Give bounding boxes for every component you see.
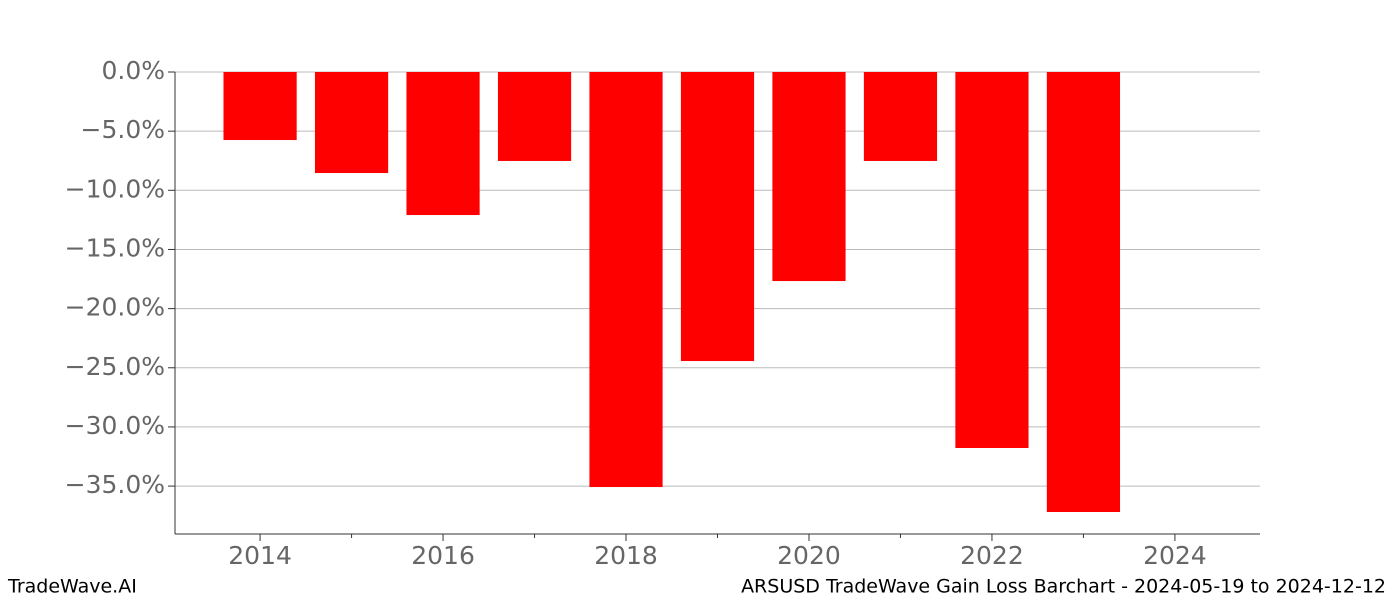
bar — [772, 72, 846, 282]
chart-title: ARSUSD TradeWave Gain Loss Barchart - 20… — [741, 576, 1386, 598]
x-tick-label: 2014 — [228, 541, 292, 570]
y-tick-label: −5.0% — [81, 115, 165, 144]
bar — [863, 72, 938, 161]
y-tick-label: 0.0% — [101, 56, 165, 85]
watermark: TradeWave.AI — [7, 576, 137, 598]
bar — [497, 72, 572, 161]
y-tick-label: −10.0% — [65, 174, 165, 203]
x-tick-label: 2016 — [411, 541, 475, 570]
bar — [406, 72, 480, 216]
y-tick-label: −25.0% — [65, 352, 165, 381]
x-tick-label: 2024 — [1143, 541, 1207, 570]
bar — [680, 72, 755, 362]
bar — [955, 72, 1029, 448]
y-tick-label: −30.0% — [65, 411, 165, 440]
bar — [223, 72, 297, 141]
x-tick-label: 2020 — [777, 541, 841, 570]
x-tick-label: 2022 — [960, 541, 1024, 570]
y-tick-label: −20.0% — [65, 293, 165, 322]
y-tick-label: −35.0% — [65, 470, 165, 499]
y-tick-label: −15.0% — [65, 233, 165, 262]
bar — [314, 72, 389, 174]
x-tick-label: 2018 — [594, 541, 658, 570]
bar — [589, 72, 663, 488]
bar — [1046, 72, 1121, 512]
